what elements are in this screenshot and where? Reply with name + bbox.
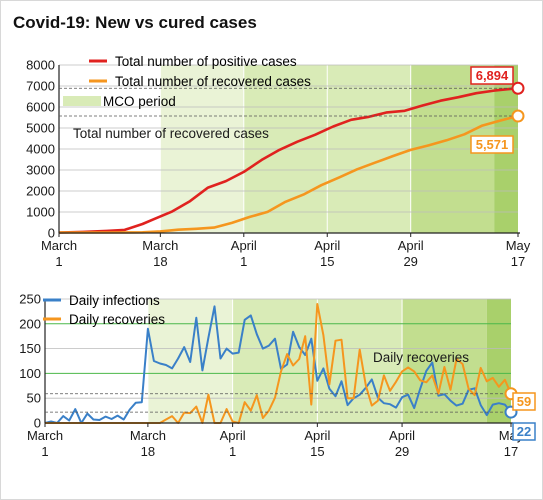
end-label-box-1 [470,135,514,154]
y-tick-label-2: 2000 [26,184,55,199]
legend-daily-infections-label: Daily infections [69,293,160,308]
legend-mco-swatch [63,96,101,106]
y-tick-label-2: 100 [19,366,41,381]
x-tick-sublabel-4: 29 [403,254,417,269]
x-tick-label-0: March [41,238,77,253]
x-tick-label-1: March [130,428,166,443]
x-tick-sublabel-5: 17 [504,444,518,459]
x-tick-sublabel-5: 17 [511,254,525,269]
x-tick-sublabel-2: 1 [240,254,247,269]
end-label-0: 6,894 [476,68,509,83]
legend-recovered-label: Total number of recovered cases [115,74,311,89]
x-tick-label-4: April [398,238,424,253]
y-tick-label-1: 1000 [26,205,55,220]
y-tick-label-6: 6000 [26,100,55,115]
end-marker-0 [511,81,525,95]
end-label-1: 59 [517,394,531,409]
series-lines [58,86,519,234]
end-labels: 6,894 5,571 [59,66,525,154]
mco-band-2 [317,299,403,423]
mco-band-4 [486,299,511,423]
y-tick-label-4: 4000 [26,142,55,157]
end-label-0: 22 [517,424,531,439]
axes [58,65,520,237]
series-line-0 [58,86,519,234]
end-label-box-0 [512,422,536,441]
y-tick-label-5: 5000 [26,121,55,136]
gridlines [45,298,511,399]
x-tick-label-5: May [506,238,531,253]
x-tick-sublabel-2: 1 [229,444,236,459]
recovered-annotation: Total number of recovered cases [73,126,269,141]
end-label-1: 5,571 [476,137,509,152]
end-label-box-1 [512,392,536,411]
x-tick-label-1: March [142,238,178,253]
x-tick-sublabel-3: 15 [310,444,324,459]
series-line-1 [59,114,519,234]
y-tick-label-4: 200 [19,316,41,331]
mco-band-1 [232,299,318,423]
y-tick-label-3: 3000 [26,163,55,178]
x-tick-sublabel-1: 18 [141,444,155,459]
x-tick-sublabel-1: 18 [153,254,167,269]
y-tick-label-5: 250 [19,292,41,307]
legend: Daily infections Daily recoveries [43,293,165,327]
x-tick-sublabel-3: 15 [320,254,334,269]
end-labels: 22 59 [45,387,536,441]
x-tick-label-2: April [220,428,246,443]
tick-labels: 010002000300040005000600070008000March1M… [26,58,531,270]
y-tick-label-1: 50 [27,391,41,406]
y-tick-label-3: 150 [19,341,41,356]
x-tick-label-3: April [314,238,340,253]
y-tick-label-0: 0 [34,416,41,431]
x-tick-sublabel-4: 29 [395,444,409,459]
x-tick-label-4: April [389,428,415,443]
legend-positive-label: Total number of positive cases [115,54,297,69]
figure-title: Covid-19: New vs cured cases [13,13,257,32]
x-tick-label-0: March [27,428,63,443]
y-tick-label-7: 7000 [26,79,55,94]
cumulative-cases-chart: 010002000300040005000600070008000March1M… [26,54,531,270]
daily-recoveries-annotation: Daily recoveries [373,350,469,365]
x-tick-label-3: April [304,428,330,443]
tick-labels: 050100150200250March1March18April1April1… [19,292,523,460]
gridlines [59,64,518,213]
x-tick-sublabel-0: 1 [55,254,62,269]
x-tick-sublabel-0: 1 [41,444,48,459]
series-line-0 [44,305,512,424]
legend: Total number of positive cases Total num… [63,54,311,109]
y-tick-label-0: 0 [48,226,55,241]
x-tick-label-2: April [231,238,257,253]
y-tick-label-8: 8000 [26,58,55,73]
end-label-box-0 [470,66,514,85]
legend-daily-recoveries-label: Daily recoveries [69,312,165,327]
end-marker-1 [511,109,525,123]
legend-mco-label: MCO period [103,94,176,109]
